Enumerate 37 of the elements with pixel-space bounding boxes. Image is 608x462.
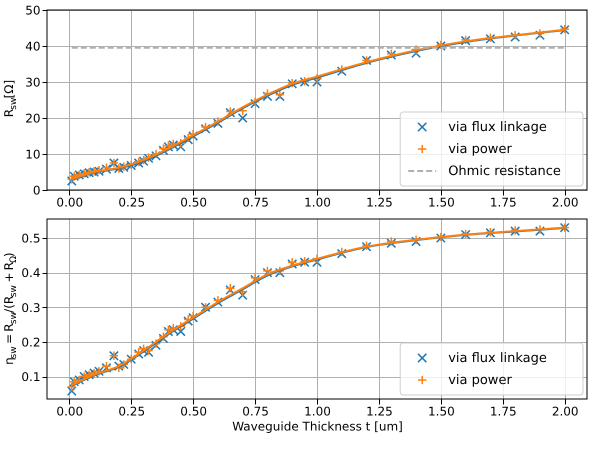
- y-tick-label: 40: [25, 40, 40, 54]
- legend-label: Ohmic resistance: [448, 164, 561, 179]
- x-tick-label: 2.00: [552, 404, 579, 418]
- x-tick-label: 0.25: [118, 196, 146, 210]
- x-tick-label: 0.75: [242, 196, 269, 210]
- x-tick-label: 1.50: [428, 404, 455, 418]
- x-tick-label: 1.00: [304, 404, 331, 418]
- x-tick-label: 0.00: [56, 404, 84, 418]
- y-tick-label: 0.1: [21, 370, 40, 384]
- y-tick-label: 0.3: [21, 300, 40, 315]
- legend-label: via flux linkage: [448, 120, 547, 135]
- x-tick-label: 1.75: [490, 196, 517, 210]
- x-tick-label: 1.25: [366, 404, 393, 418]
- x-tick-label: 1.00: [304, 196, 331, 210]
- x-tick-label: 2.00: [552, 196, 579, 210]
- y-tick-label: 0.4: [21, 266, 40, 280]
- y-tick-label: 0: [32, 184, 40, 198]
- y-tick-label: 0.2: [21, 335, 40, 350]
- x-axis-title: Waveguide Thickness t [um]: [232, 420, 403, 434]
- x-tick-label: 1.50: [428, 196, 455, 210]
- x-tick-label: 0.75: [242, 404, 269, 418]
- x-tick-label: 0.00: [56, 196, 84, 210]
- legend-label: via power: [448, 373, 512, 388]
- x-tick-label: 0.25: [118, 404, 146, 418]
- legend-label: via power: [448, 142, 512, 157]
- y-axis-title: Rsw[Ω]: [2, 80, 19, 118]
- y-tick-label: 50: [25, 4, 40, 18]
- y-tick-label: 0.5: [21, 232, 40, 246]
- x-tick-label: 1.25: [366, 196, 393, 210]
- y-tick-label: 20: [25, 112, 40, 126]
- x-tick-label: 1.75: [490, 404, 517, 418]
- y-tick-label: 30: [25, 76, 40, 90]
- x-tick-label: 0.50: [180, 196, 208, 210]
- x-tick-label: 0.50: [180, 404, 208, 418]
- text: ηsw = Rsw/(Rsw + RΩ): [2, 252, 19, 365]
- legend-label: via flux linkage: [448, 351, 547, 366]
- y-tick-label: 10: [25, 148, 40, 162]
